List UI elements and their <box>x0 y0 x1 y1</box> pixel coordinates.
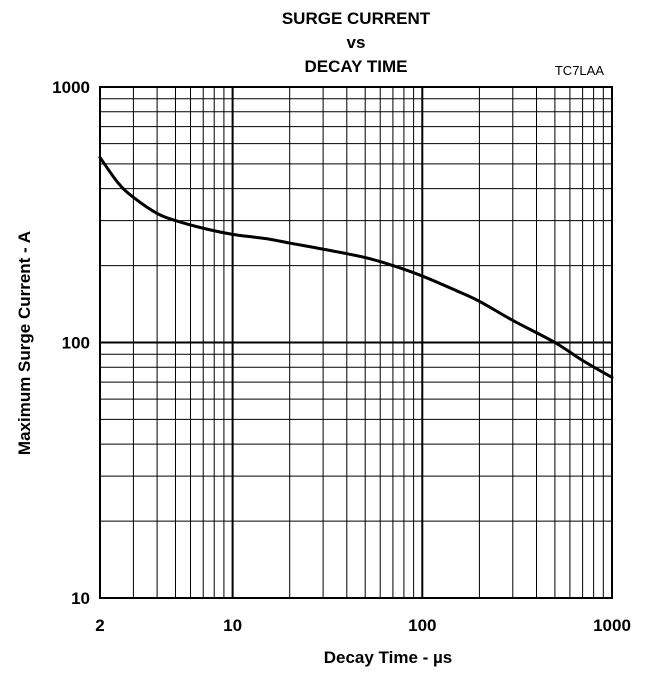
y-tick-labels: 10 100 1000 <box>52 78 90 608</box>
y-tick-label: 1000 <box>52 78 90 97</box>
y-axis-label: Maximum Surge Current - A <box>15 231 34 455</box>
y-tick-label: 10 <box>71 589 90 608</box>
x-tick-label: 1000 <box>593 616 631 635</box>
series-line <box>98 155 614 379</box>
x-axis-label: Decay Time - µs <box>324 648 453 667</box>
plot-frame <box>99 86 613 599</box>
title-line-1: SURGE CURRENT <box>282 9 431 28</box>
figure-code: TC7LAA <box>555 63 604 78</box>
grid <box>100 87 612 598</box>
title-line-2: vs <box>347 33 366 52</box>
chart-title: SURGE CURRENT vs DECAY TIME <box>282 9 431 76</box>
y-tick-label: 100 <box>62 334 90 353</box>
x-tick-label: 10 <box>223 616 242 635</box>
title-line-3: DECAY TIME <box>305 57 408 76</box>
x-tick-labels: 2 10 100 1000 <box>95 616 631 635</box>
x-tick-label: 100 <box>408 616 436 635</box>
x-tick-label: 2 <box>95 616 104 635</box>
